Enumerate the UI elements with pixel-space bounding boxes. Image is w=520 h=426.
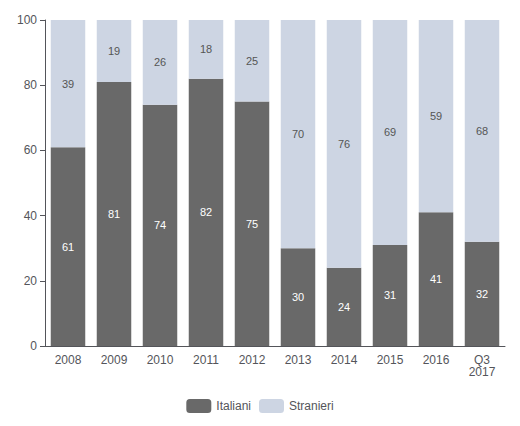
svg-text:74: 74 bbox=[154, 219, 166, 231]
svg-text:61: 61 bbox=[62, 241, 74, 253]
svg-text:75: 75 bbox=[246, 218, 258, 230]
svg-text:69: 69 bbox=[384, 126, 396, 138]
svg-text:2008: 2008 bbox=[55, 353, 82, 367]
svg-text:40: 40 bbox=[24, 209, 38, 223]
svg-text:41: 41 bbox=[430, 273, 442, 285]
svg-text:2014: 2014 bbox=[331, 353, 358, 367]
svg-text:59: 59 bbox=[430, 110, 442, 122]
svg-text:2011: 2011 bbox=[193, 353, 219, 367]
svg-text:25: 25 bbox=[246, 55, 258, 67]
svg-text:60: 60 bbox=[24, 143, 38, 157]
svg-text:Stranieri: Stranieri bbox=[289, 399, 334, 413]
svg-text:30: 30 bbox=[292, 291, 304, 303]
svg-text:24: 24 bbox=[338, 301, 350, 313]
svg-text:Q3: Q3 bbox=[474, 353, 490, 367]
svg-text:Italiani: Italiani bbox=[216, 399, 251, 413]
svg-text:70: 70 bbox=[292, 128, 304, 140]
svg-text:31: 31 bbox=[384, 289, 396, 301]
svg-text:32: 32 bbox=[476, 288, 488, 300]
svg-text:81: 81 bbox=[108, 208, 120, 220]
svg-text:68: 68 bbox=[476, 125, 488, 137]
svg-text:2009: 2009 bbox=[101, 353, 128, 367]
svg-text:2017: 2017 bbox=[469, 365, 496, 379]
svg-text:2015: 2015 bbox=[377, 353, 404, 367]
svg-text:2010: 2010 bbox=[147, 353, 174, 367]
svg-text:20: 20 bbox=[24, 274, 38, 288]
svg-text:2012: 2012 bbox=[239, 353, 266, 367]
svg-text:2016: 2016 bbox=[423, 353, 450, 367]
svg-text:80: 80 bbox=[24, 78, 38, 92]
svg-text:82: 82 bbox=[200, 206, 212, 218]
svg-text:39: 39 bbox=[62, 78, 74, 90]
svg-text:18: 18 bbox=[200, 43, 212, 55]
svg-text:26: 26 bbox=[154, 56, 166, 68]
svg-text:19: 19 bbox=[108, 45, 120, 57]
svg-text:76: 76 bbox=[338, 138, 350, 150]
svg-text:0: 0 bbox=[30, 339, 37, 353]
svg-text:100: 100 bbox=[17, 13, 37, 27]
svg-text:2013: 2013 bbox=[285, 353, 312, 367]
